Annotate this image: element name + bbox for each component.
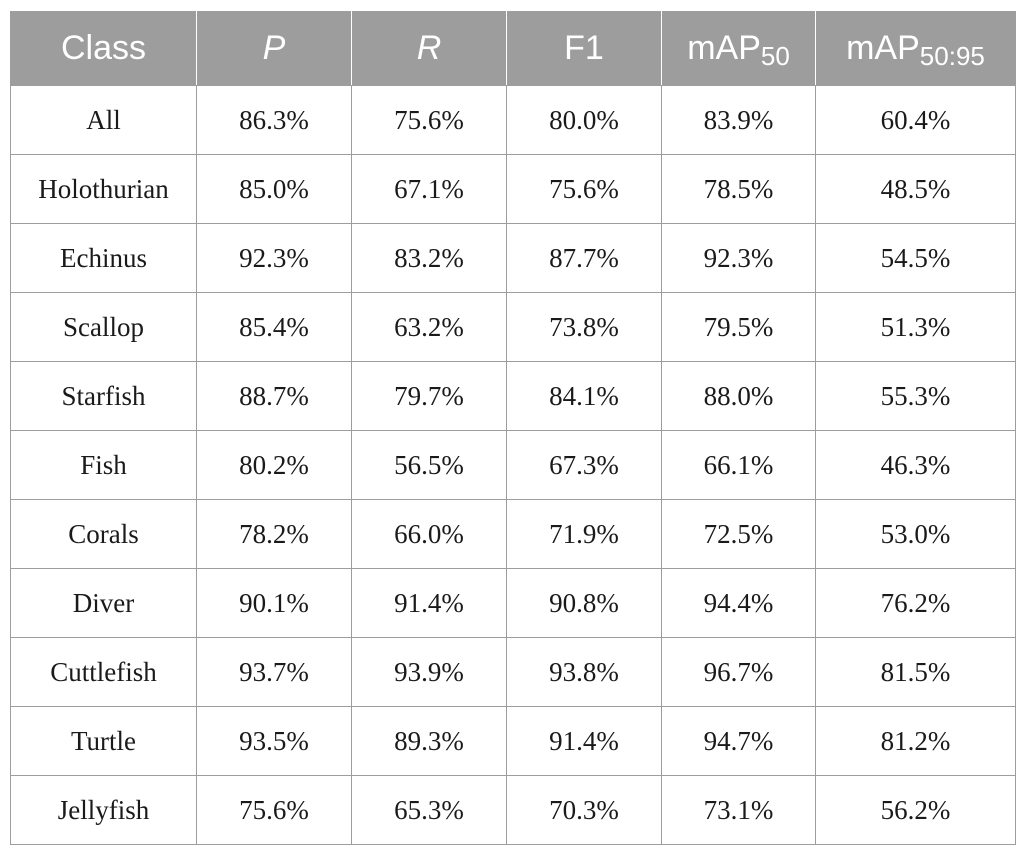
cell-map50: 92.3% [661, 223, 816, 293]
cell-class: Turtle [10, 706, 197, 776]
cell-class: Cuttlefish [10, 637, 197, 707]
cell-map50: 73.1% [661, 775, 816, 845]
cell-class: Fish [10, 430, 197, 500]
cell-class: Diver [10, 568, 197, 638]
cell-map50: 88.0% [661, 361, 816, 431]
cell-f1: 73.8% [506, 292, 662, 362]
cell-f1: 84.1% [506, 361, 662, 431]
cell-class: Jellyfish [10, 775, 197, 845]
table-row: Turtle 93.5% 89.3% 91.4% 94.7% 81.2% [10, 706, 1016, 776]
table-row: Jellyfish 75.6% 65.3% 70.3% 73.1% 56.2% [10, 775, 1016, 845]
cell-map50: 78.5% [661, 154, 816, 224]
header-label: mAP [846, 29, 920, 67]
header-precision: P [196, 11, 352, 86]
cell-class: All [10, 85, 197, 155]
header-label: Class [60, 29, 147, 67]
cell-map50-95: 81.2% [815, 706, 1016, 776]
cell-class: Corals [10, 499, 197, 569]
cell-precision: 78.2% [196, 499, 352, 569]
cell-f1: 93.8% [506, 637, 662, 707]
table-header: Class P R F1 mAP50 mAP50:95 [10, 11, 1016, 86]
cell-precision: 90.1% [196, 568, 352, 638]
header-class: Class [10, 11, 197, 86]
cell-map50: 66.1% [661, 430, 816, 500]
cell-recall: 93.9% [351, 637, 507, 707]
header-label: mAP [687, 29, 761, 67]
header-label: R [416, 29, 442, 67]
cell-recall: 67.1% [351, 154, 507, 224]
table-row: Corals 78.2% 66.0% 71.9% 72.5% 53.0% [10, 499, 1016, 569]
cell-precision: 75.6% [196, 775, 352, 845]
cell-precision: 85.0% [196, 154, 352, 224]
header-subscript: 50:95 [919, 41, 985, 71]
cell-recall: 91.4% [351, 568, 507, 638]
cell-map50-95: 60.4% [815, 85, 1016, 155]
cell-map50-95: 81.5% [815, 637, 1016, 707]
cell-f1: 75.6% [506, 154, 662, 224]
cell-recall: 66.0% [351, 499, 507, 569]
cell-map50-95: 48.5% [815, 154, 1016, 224]
cell-f1: 71.9% [506, 499, 662, 569]
cell-precision: 88.7% [196, 361, 352, 431]
cell-f1: 91.4% [506, 706, 662, 776]
cell-map50: 83.9% [661, 85, 816, 155]
header-map50: mAP50 [661, 11, 816, 86]
header-f1: F1 [506, 11, 662, 86]
cell-class: Starfish [10, 361, 197, 431]
cell-map50-95: 76.2% [815, 568, 1016, 638]
cell-map50-95: 55.3% [815, 361, 1016, 431]
cell-recall: 65.3% [351, 775, 507, 845]
cell-recall: 56.5% [351, 430, 507, 500]
cell-precision: 86.3% [196, 85, 352, 155]
cell-map50-95: 51.3% [815, 292, 1016, 362]
cell-precision: 92.3% [196, 223, 352, 293]
results-table: Class P R F1 mAP50 mAP50:95 All 86.3% 75.6… [10, 11, 1016, 845]
table-row: All 86.3% 75.6% 80.0% 83.9% 60.4% [10, 85, 1016, 155]
cell-f1: 80.0% [506, 85, 662, 155]
cell-f1: 67.3% [506, 430, 662, 500]
cell-map50: 94.7% [661, 706, 816, 776]
cell-f1: 70.3% [506, 775, 662, 845]
table-row: Echinus 92.3% 83.2% 87.7% 92.3% 54.5% [10, 223, 1016, 293]
cell-class: Echinus [10, 223, 197, 293]
cell-recall: 79.7% [351, 361, 507, 431]
cell-precision: 80.2% [196, 430, 352, 500]
cell-precision: 93.5% [196, 706, 352, 776]
cell-map50: 94.4% [661, 568, 816, 638]
cell-precision: 85.4% [196, 292, 352, 362]
table-row: Diver 90.1% 91.4% 90.8% 94.4% 76.2% [10, 568, 1016, 638]
cell-class: Holothurian [10, 154, 197, 224]
table-body: All 86.3% 75.6% 80.0% 83.9% 60.4% Holothurian 8… [10, 85, 1016, 845]
header-row: Class P R F1 mAP50 mAP50:95 [10, 11, 1016, 86]
cell-map50: 72.5% [661, 499, 816, 569]
cell-recall: 63.2% [351, 292, 507, 362]
cell-recall: 75.6% [351, 85, 507, 155]
cell-recall: 83.2% [351, 223, 507, 293]
cell-map50-95: 53.0% [815, 499, 1016, 569]
table-row: Cuttlefish 93.7% 93.9% 93.8% 96.7% 81.5% [10, 637, 1016, 707]
header-label: F1 [564, 29, 604, 67]
cell-f1: 90.8% [506, 568, 662, 638]
table-row: Holothurian 85.0% 67.1% 75.6% 78.5% 48.5% [10, 154, 1016, 224]
cell-map50-95: 54.5% [815, 223, 1016, 293]
header-recall: R [351, 11, 507, 86]
table-row: Starfish 88.7% 79.7% 84.1% 88.0% 55.3% [10, 361, 1016, 431]
cell-map50: 79.5% [661, 292, 816, 362]
cell-class: Scallop [10, 292, 197, 362]
cell-f1: 87.7% [506, 223, 662, 293]
cell-recall: 89.3% [351, 706, 507, 776]
table-row: Fish 80.2% 56.5% 67.3% 66.1% 46.3% [10, 430, 1016, 500]
cell-map50: 96.7% [661, 637, 816, 707]
header-map50-95: mAP50:95 [815, 11, 1016, 86]
header-subscript: 50 [760, 41, 790, 71]
table-row: Scallop 85.4% 63.2% 73.8% 79.5% 51.3% [10, 292, 1016, 362]
cell-precision: 93.7% [196, 637, 352, 707]
cell-map50-95: 46.3% [815, 430, 1016, 500]
cell-map50-95: 56.2% [815, 775, 1016, 845]
header-label: P [262, 29, 286, 67]
